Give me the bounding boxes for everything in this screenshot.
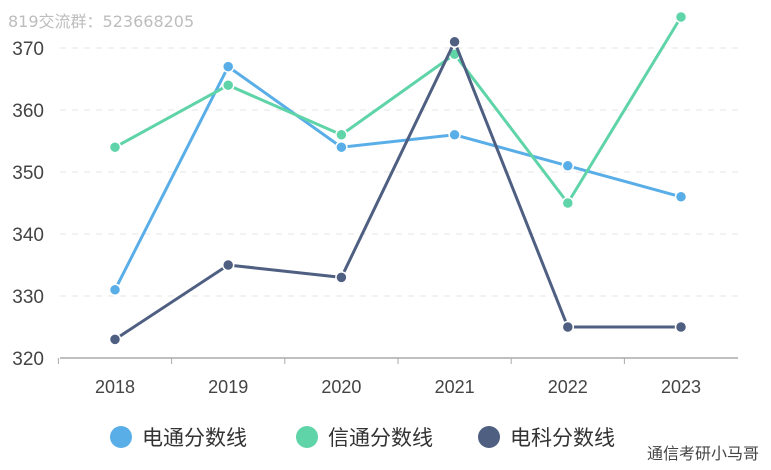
data-point-1 — [108, 140, 122, 154]
x-tick-label: 2021 — [435, 377, 475, 397]
data-point-2 — [561, 320, 575, 334]
y-tick-label: 350 — [12, 163, 44, 184]
data-point-1 — [221, 78, 235, 92]
x-tick-label: 2020 — [321, 377, 361, 397]
data-point-0 — [108, 283, 122, 297]
legend-marker-0 — [110, 426, 132, 448]
y-tick-label: 320 — [12, 349, 44, 370]
legend-label-1: 信通分数线 — [328, 426, 433, 450]
legend-label-2: 电科分数线 — [510, 426, 615, 450]
legend-label-0: 电通分数线 — [142, 426, 247, 450]
data-point-2 — [108, 333, 122, 346]
data-point-0 — [448, 128, 461, 142]
data-point-2 — [335, 271, 348, 284]
data-point-1 — [674, 10, 688, 24]
data-point-2 — [448, 35, 461, 49]
legend-item-1[interactable]: 信通分数线 — [296, 422, 433, 452]
y-tick-label: 370 — [12, 39, 44, 60]
x-tick-label: 2023 — [661, 377, 701, 397]
y-tick-label: 330 — [12, 287, 44, 308]
legend: 电通分数线 信通分数线 电科分数线 — [0, 422, 771, 452]
legend-marker-1 — [296, 426, 318, 448]
data-point-0 — [674, 190, 688, 204]
data-point-1 — [561, 196, 575, 210]
data-point-2 — [221, 258, 235, 272]
y-tick-label: 340 — [12, 225, 44, 246]
x-tick-label: 2018 — [95, 377, 135, 397]
watermark-top: 819交流群：523668205 — [8, 12, 195, 31]
data-point-1 — [335, 128, 348, 142]
data-point-0 — [561, 159, 575, 173]
y-tick-label: 360 — [12, 101, 44, 122]
watermark-bottom: 通信考研小马哥 — [646, 444, 759, 463]
data-point-0 — [221, 60, 235, 73]
legend-item-0[interactable]: 电通分数线 — [110, 422, 247, 452]
legend-marker-2 — [478, 426, 500, 448]
x-tick-label: 2022 — [548, 377, 588, 397]
series-line-1 — [114, 16, 683, 206]
x-tick-label: 2019 — [208, 377, 248, 397]
data-point-0 — [335, 140, 348, 154]
data-point-2 — [674, 320, 688, 334]
legend-item-2[interactable]: 电科分数线 — [478, 422, 615, 452]
series-line-2 — [114, 38, 681, 341]
